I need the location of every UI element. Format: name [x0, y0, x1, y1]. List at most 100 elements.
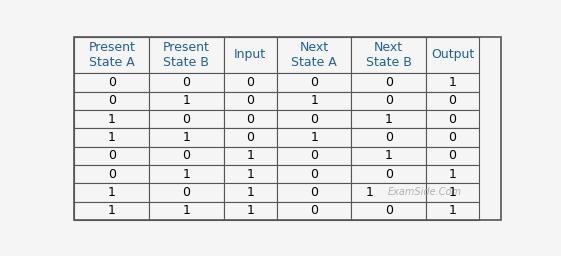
Text: 1: 1	[108, 186, 116, 199]
Text: 0: 0	[108, 149, 116, 162]
Text: 0: 0	[182, 149, 190, 162]
Text: 1: 1	[246, 149, 254, 162]
Bar	[426, 183, 479, 202]
Text: Present
State A: Present State A	[88, 41, 135, 69]
Bar	[75, 202, 149, 220]
Text: Output: Output	[431, 48, 474, 61]
Text: 0: 0	[310, 204, 318, 217]
Bar	[75, 73, 149, 92]
Bar	[351, 37, 426, 73]
Text: 1: 1	[246, 204, 254, 217]
Text: 1: 1	[385, 113, 393, 126]
Text: 1: 1	[108, 204, 116, 217]
Text: ExamSide.Com: ExamSide.Com	[388, 187, 462, 197]
Bar	[224, 37, 277, 73]
Bar	[224, 165, 277, 183]
Bar	[351, 110, 426, 128]
Bar	[224, 147, 277, 165]
Text: 0: 0	[310, 113, 318, 126]
Bar	[75, 147, 149, 165]
Bar	[75, 165, 149, 183]
Text: 0: 0	[108, 76, 116, 89]
Bar	[277, 147, 351, 165]
Text: 0: 0	[385, 131, 393, 144]
Text: 0: 0	[182, 76, 190, 89]
Text: Next
State A: Next State A	[291, 41, 337, 69]
Bar	[224, 128, 277, 147]
Text: 0: 0	[246, 94, 254, 107]
Text: 1: 1	[108, 131, 116, 144]
Bar	[149, 147, 224, 165]
Bar	[351, 73, 426, 92]
Text: 1: 1	[182, 94, 190, 107]
Text: 0: 0	[108, 94, 116, 107]
Bar	[277, 73, 351, 92]
Bar	[75, 92, 149, 110]
Text: 0: 0	[246, 131, 254, 144]
Text: 0: 0	[310, 76, 318, 89]
Text: 0: 0	[246, 76, 254, 89]
Bar	[426, 110, 479, 128]
Text: Present
State B: Present State B	[163, 41, 210, 69]
Text: 1: 1	[246, 186, 254, 199]
Text: 1: 1	[310, 94, 318, 107]
Text: 1: 1	[449, 168, 457, 181]
Bar	[277, 128, 351, 147]
Text: 1: 1	[182, 131, 190, 144]
Bar	[149, 183, 224, 202]
Bar	[277, 165, 351, 183]
Bar	[224, 92, 277, 110]
Text: 0: 0	[182, 113, 190, 126]
Bar	[149, 202, 224, 220]
Text: 0: 0	[310, 149, 318, 162]
Text: 1: 1	[108, 113, 116, 126]
Bar	[277, 202, 351, 220]
Text: 1: 1	[182, 204, 190, 217]
Bar	[351, 92, 426, 110]
Bar	[149, 37, 224, 73]
Text: 1: 1	[182, 168, 190, 181]
Text: 0: 0	[108, 168, 116, 181]
Text: 0: 0	[449, 131, 457, 144]
Bar	[426, 92, 479, 110]
Bar	[224, 110, 277, 128]
Bar	[149, 128, 224, 147]
Bar	[224, 202, 277, 220]
Text: 0: 0	[385, 76, 393, 89]
Text: Next
State B: Next State B	[366, 41, 412, 69]
Text: 1: 1	[449, 76, 457, 89]
Bar	[426, 37, 479, 73]
Text: 0: 0	[310, 186, 318, 199]
Bar	[75, 183, 149, 202]
Bar	[149, 165, 224, 183]
Bar	[351, 128, 426, 147]
Bar	[75, 110, 149, 128]
Bar	[351, 202, 426, 220]
Bar	[426, 202, 479, 220]
Bar	[277, 183, 351, 202]
Text: 0: 0	[385, 204, 393, 217]
Text: 1: 1	[366, 186, 374, 199]
Text: 0: 0	[385, 94, 393, 107]
Bar	[426, 165, 479, 183]
Text: 1: 1	[310, 131, 318, 144]
Text: 0: 0	[449, 113, 457, 126]
Text: 0: 0	[182, 186, 190, 199]
Text: 1: 1	[449, 204, 457, 217]
Text: 1: 1	[449, 186, 457, 199]
Bar	[351, 147, 426, 165]
Bar	[277, 92, 351, 110]
Bar	[277, 110, 351, 128]
Text: 0: 0	[246, 113, 254, 126]
Text: 0: 0	[449, 149, 457, 162]
Bar	[149, 92, 224, 110]
Bar	[351, 165, 426, 183]
Text: 0: 0	[449, 94, 457, 107]
Bar	[149, 73, 224, 92]
Bar	[75, 37, 149, 73]
Bar	[277, 37, 351, 73]
Text: 0: 0	[310, 168, 318, 181]
Text: 0: 0	[385, 168, 393, 181]
Bar	[149, 110, 224, 128]
Bar	[75, 128, 149, 147]
